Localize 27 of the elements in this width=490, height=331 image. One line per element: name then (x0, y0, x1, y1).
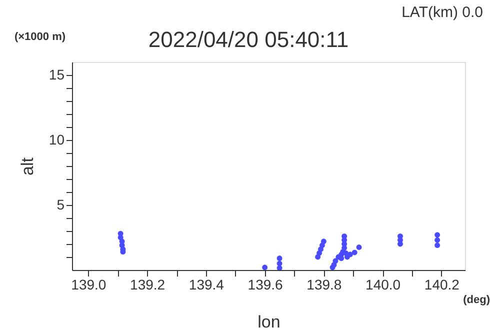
x-tick-label: 139.6 (248, 276, 284, 292)
point (276, 256, 282, 262)
point (338, 256, 344, 262)
x-tick-label: 139.4 (188, 276, 224, 292)
chart-title: 2022/04/20 05:40:11 (148, 27, 349, 52)
x-tick-label: 140.2 (424, 276, 460, 292)
x-tick-label: 139.8 (306, 276, 342, 292)
x-tick-label: 139.0 (71, 276, 106, 292)
text: (deg) (463, 294, 490, 306)
point (434, 237, 440, 243)
x-tick-label: 140.0 (366, 276, 401, 292)
point (434, 232, 440, 238)
y-tick-label: 15 (48, 66, 65, 82)
y-tick-label: 5 (56, 196, 65, 212)
point (276, 265, 282, 270)
point (330, 264, 336, 270)
point (434, 242, 440, 248)
point (262, 264, 268, 270)
x-axis-title: lon (258, 312, 280, 331)
text: LAT(km) 0.0 (402, 4, 483, 21)
y-tick-label: 10 (48, 132, 65, 148)
text: (×1000 m) (14, 31, 66, 43)
point (352, 250, 358, 256)
point (356, 244, 362, 250)
y-axis-title: alt (18, 157, 37, 176)
x-tick-label: 139.2 (130, 276, 166, 292)
point (315, 254, 321, 260)
